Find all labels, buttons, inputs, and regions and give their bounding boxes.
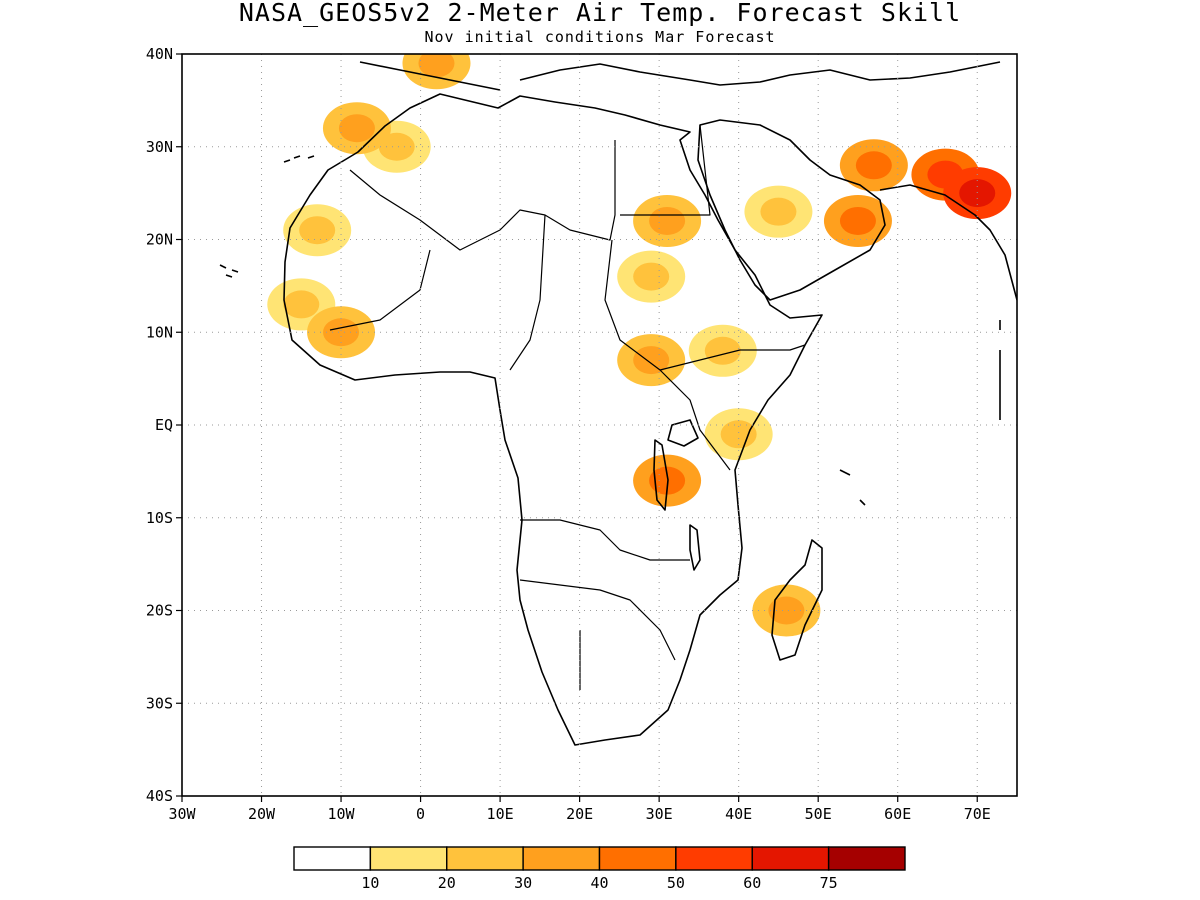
skill-region-core bbox=[378, 132, 415, 161]
lat-tick-label: 40N bbox=[146, 45, 173, 63]
axis-ticks bbox=[176, 53, 978, 802]
colorbar-label: 50 bbox=[667, 874, 685, 892]
colorbar-label: 20 bbox=[438, 874, 456, 892]
lon-tick-label: 0 bbox=[416, 805, 425, 823]
skill-region-core bbox=[633, 346, 670, 375]
lon-tick-label: 30E bbox=[646, 805, 673, 823]
skill-region-core bbox=[283, 290, 320, 319]
colorbar-swatch bbox=[827, 846, 906, 871]
lat-tick-label: 10S bbox=[146, 509, 173, 527]
chart-title: NASA_GEOS5v2 2-Meter Air Temp. Forecast … bbox=[238, 0, 962, 27]
skill-region-core bbox=[649, 206, 686, 235]
colorbar-swatch bbox=[598, 846, 677, 871]
chart-subtitle: Nov initial conditions Mar Forecast bbox=[424, 28, 776, 46]
lon-tick-label: 40E bbox=[725, 805, 752, 823]
lat-tick-label: 10N bbox=[146, 323, 173, 341]
arabia-coastline bbox=[697, 119, 886, 301]
africa-coastline bbox=[283, 93, 823, 746]
skill-region-core bbox=[633, 262, 670, 291]
skill-region-core bbox=[855, 151, 892, 180]
lon-tick-label: 20E bbox=[566, 805, 593, 823]
lat-lon-grid bbox=[182, 54, 1017, 796]
skill-region-core bbox=[720, 420, 757, 449]
colorbar-swatch bbox=[522, 846, 601, 871]
colorbar-label: 30 bbox=[514, 874, 532, 892]
asia-coastline bbox=[879, 184, 1017, 301]
skill-region-core bbox=[839, 206, 876, 235]
lon-tick-label: 20W bbox=[248, 805, 276, 823]
colorbar-swatch bbox=[675, 846, 753, 871]
cape-verde-islands bbox=[219, 264, 239, 278]
skill-region-core bbox=[649, 466, 686, 495]
skill-region-core bbox=[704, 336, 741, 365]
lon-tick-label: 10W bbox=[328, 805, 356, 823]
longitude-labels: 30W 20W 10W 0 10E 20E 30E 40E 50E 60E 70E bbox=[168, 805, 990, 823]
colorbar-swatch bbox=[446, 846, 524, 871]
lon-tick-label: 30W bbox=[168, 805, 196, 823]
colorbar-label: 75 bbox=[820, 874, 838, 892]
skill-shading-layer bbox=[267, 54, 1012, 637]
colorbar-label: 40 bbox=[590, 874, 608, 892]
lat-tick-label: 40S bbox=[146, 787, 173, 805]
lat-tick-label: 20N bbox=[146, 231, 173, 249]
skill-region-core bbox=[768, 596, 805, 625]
colorbar-label: 60 bbox=[743, 874, 761, 892]
canary-islands bbox=[283, 155, 315, 163]
coastlines-borders bbox=[219, 61, 1017, 746]
lake-tanganyika bbox=[653, 439, 669, 511]
lon-tick-label: 60E bbox=[884, 805, 911, 823]
lake-malawi bbox=[689, 524, 701, 571]
lon-tick-label: 70E bbox=[964, 805, 991, 823]
europe-coastline bbox=[359, 61, 1001, 91]
skill-region-core bbox=[338, 114, 375, 143]
colorbar-swatch bbox=[369, 846, 448, 871]
colorbar: 10 20 30 40 50 60 75 bbox=[293, 846, 906, 892]
skill-region-core bbox=[760, 197, 797, 226]
lat-tick-label: EQ bbox=[155, 416, 173, 434]
lon-tick-label: 10E bbox=[487, 805, 514, 823]
lat-tick-label: 30N bbox=[146, 138, 173, 156]
skill-region-core bbox=[959, 179, 996, 208]
lon-tick-label: 50E bbox=[805, 805, 832, 823]
maldives-seychelles bbox=[839, 320, 1001, 506]
latitude-labels: 40N 30N 20N 10N EQ 10S 20S 30S 40S bbox=[146, 45, 173, 805]
madagascar-coastline bbox=[771, 539, 823, 661]
colorbar-swatch bbox=[293, 846, 372, 871]
country-borders bbox=[329, 124, 806, 690]
skill-region-core bbox=[299, 216, 336, 245]
lake-victoria bbox=[667, 419, 699, 447]
lat-tick-label: 30S bbox=[146, 694, 173, 712]
lat-tick-label: 20S bbox=[146, 602, 173, 620]
skill-region-core bbox=[418, 54, 455, 78]
colorbar-label: 10 bbox=[361, 874, 379, 892]
skill-region-core bbox=[323, 318, 360, 347]
colorbar-swatch bbox=[751, 846, 830, 871]
